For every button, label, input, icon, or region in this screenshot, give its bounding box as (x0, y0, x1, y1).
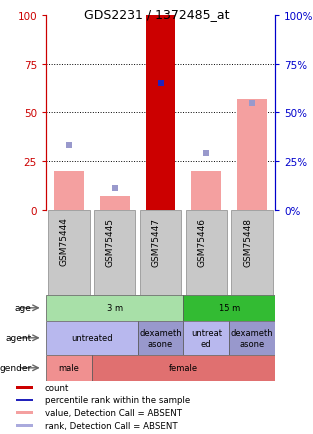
Text: GDS2231 / 1372485_at: GDS2231 / 1372485_at (84, 8, 229, 21)
Text: 15 m: 15 m (218, 304, 240, 312)
Bar (54, 171, 84, 210)
Point (204, 151, 209, 158)
Bar (16, 424, 33, 427)
Bar (92, 355, 275, 381)
Text: GSM75447: GSM75447 (151, 217, 161, 266)
Text: 3 m: 3 m (107, 304, 123, 312)
Point (112, 185, 117, 192)
Text: female: female (169, 364, 198, 372)
Bar (186, 210, 227, 295)
Text: untreat
ed: untreat ed (191, 329, 222, 348)
Bar (183, 321, 229, 355)
Text: value, Detection Call = ABSENT: value, Detection Call = ABSENT (45, 408, 182, 417)
Bar (16, 411, 33, 414)
Text: gender: gender (0, 364, 32, 372)
Text: percentile rank within the sample: percentile rank within the sample (45, 395, 190, 404)
Bar (232, 210, 273, 295)
Bar (146, 16, 175, 210)
Text: GSM75446: GSM75446 (197, 217, 206, 266)
Point (158, 80, 163, 87)
Text: male: male (59, 364, 79, 372)
Bar (100, 197, 130, 210)
Bar (48, 210, 90, 295)
Bar (46, 321, 138, 355)
Bar (237, 99, 267, 210)
Bar (94, 210, 135, 295)
Bar (138, 321, 183, 355)
Text: GSM75444: GSM75444 (60, 217, 69, 266)
Text: GSM75445: GSM75445 (106, 217, 115, 266)
Text: agent: agent (5, 334, 32, 342)
Text: untreated: untreated (71, 334, 113, 342)
Bar (192, 171, 221, 210)
Bar (183, 295, 275, 321)
Text: count: count (45, 383, 69, 392)
Bar (46, 295, 183, 321)
Bar (140, 210, 181, 295)
Text: GSM75448: GSM75448 (243, 217, 252, 266)
Point (249, 100, 254, 107)
Bar (229, 321, 275, 355)
Bar (16, 386, 33, 389)
Text: rank, Detection Call = ABSENT: rank, Detection Call = ABSENT (45, 421, 177, 430)
Bar (16, 398, 33, 401)
Point (66, 143, 71, 150)
Text: age: age (15, 304, 32, 312)
Text: dexameth
asone: dexameth asone (231, 329, 274, 348)
Text: dexameth
asone: dexameth asone (139, 329, 182, 348)
Bar (46, 355, 92, 381)
